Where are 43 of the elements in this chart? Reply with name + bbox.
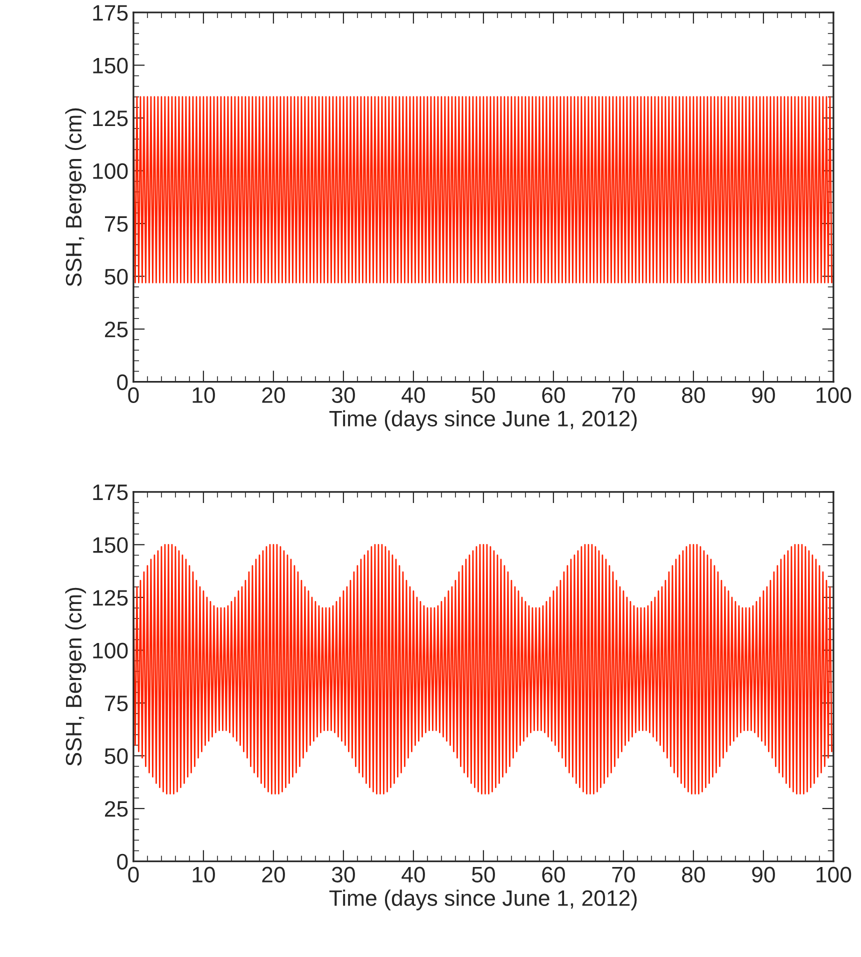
x-tick-label: 100 (816, 387, 852, 404)
x-tick-label: 90 (752, 387, 775, 404)
x-tick-label: 60 (542, 387, 565, 404)
y-tick-label: 100 (93, 642, 128, 658)
x-tick-label: 70 (612, 866, 635, 882)
y-tick-label: 75 (105, 696, 128, 712)
x-tick-label: 10 (192, 866, 215, 882)
x-tick-label: 90 (752, 866, 775, 882)
x-tick-label: 20 (262, 387, 285, 404)
x-tick-label: 10 (192, 387, 215, 404)
x-tick-label: 50 (472, 866, 495, 882)
y-tick-label: 150 (93, 537, 128, 553)
y-tick-label: 100 (93, 163, 128, 180)
y-tick-label: 50 (104, 748, 128, 764)
x-axis-title: Time (days since June 1, 2012) (329, 890, 637, 910)
x-tick-label: 40 (402, 866, 425, 882)
y-tick-label: 25 (104, 801, 128, 817)
x-tick-label: 30 (332, 387, 355, 404)
y-tick-label: 0 (117, 854, 128, 870)
x-axis-title: Time (days since June 1, 2012) (329, 410, 637, 431)
y-tick-label: 0 (117, 374, 128, 390)
x-tick-label: 70 (612, 387, 635, 404)
y-tick-label: 125 (93, 590, 128, 606)
y-tick-label: 175 (93, 484, 128, 500)
y-tick-label: 175 (93, 5, 128, 21)
y-axis-title: SSH, Bergen (cm) (65, 588, 86, 766)
y-tick-label: 75 (105, 216, 128, 232)
x-tick-label: 80 (682, 387, 705, 404)
x-tick-label: 80 (682, 866, 705, 882)
x-tick-label: 0 (128, 387, 139, 404)
y-tick-label: 50 (104, 268, 128, 285)
x-tick-label: 30 (332, 866, 355, 882)
y-axis-title: SSH, Bergen (cm) (65, 108, 86, 286)
x-tick-label: 60 (542, 866, 565, 882)
x-tick-label: 40 (402, 387, 425, 404)
x-tick-label: 50 (472, 387, 495, 404)
y-tick-label: 150 (93, 58, 128, 74)
x-tick-label: 100 (816, 866, 852, 882)
x-tick-label: 20 (262, 866, 285, 882)
x-tick-label: 0 (128, 866, 139, 882)
y-tick-label: 25 (104, 322, 128, 338)
line-series (133, 544, 832, 794)
y-tick-label: 125 (93, 110, 128, 126)
